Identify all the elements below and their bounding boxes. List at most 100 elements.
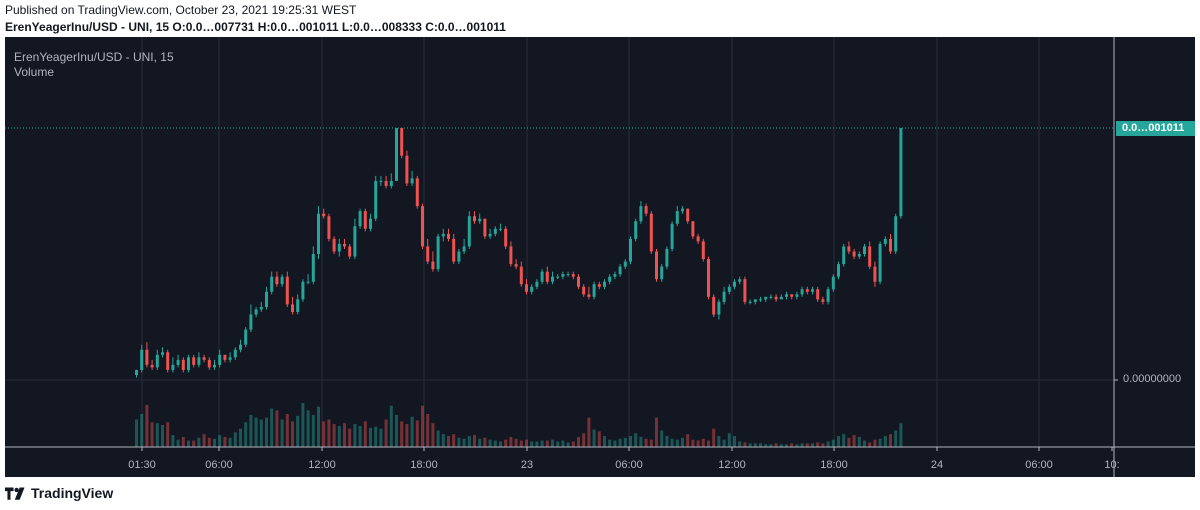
candle-up	[764, 296, 768, 300]
volume-bar	[410, 416, 414, 447]
time-axis-label: 12:00	[718, 459, 746, 471]
candle-up	[259, 306, 263, 310]
candle-up	[675, 211, 679, 224]
volume-bar	[868, 442, 872, 447]
candle-down	[868, 246, 872, 267]
candle-up	[722, 291, 726, 302]
volume-bar	[244, 422, 248, 447]
volume-bar	[805, 443, 809, 447]
candle-down	[545, 271, 549, 282]
candle-up	[857, 254, 861, 257]
candle-down	[805, 289, 809, 292]
candle-down	[644, 206, 648, 214]
volume-bar	[847, 437, 851, 447]
candle-down	[322, 213, 326, 217]
time-axis-label: 23	[521, 459, 533, 471]
candle-up	[197, 357, 201, 365]
volume-bar	[270, 408, 274, 447]
volume-bar	[457, 437, 461, 447]
candle-up	[634, 221, 638, 239]
volume-bar	[759, 443, 762, 447]
volume-bar	[883, 436, 887, 447]
candle-up	[249, 314, 253, 330]
volume-bar	[426, 414, 430, 447]
volume-bar	[265, 417, 268, 447]
volume-bar	[592, 429, 596, 447]
volume-bar	[483, 437, 487, 447]
candle-down	[145, 349, 149, 365]
candle-up	[228, 357, 232, 360]
volume-bar	[197, 437, 201, 447]
volume-bar	[311, 414, 315, 447]
candle-up	[218, 354, 222, 365]
candle-up	[171, 364, 175, 370]
candle-up	[660, 266, 664, 280]
candle-up	[785, 294, 788, 297]
candle-down	[712, 296, 716, 315]
candle-down	[405, 155, 409, 184]
candle-up	[493, 228, 497, 234]
volume-bar	[233, 432, 237, 447]
axes: 01:30 06:00 12:00 18:00 23 06:00 12:00 18:00 24 0…	[5, 37, 1195, 477]
candle-up	[878, 243, 882, 282]
volume-bar	[301, 403, 305, 447]
volume-bar	[644, 438, 648, 447]
volume-bar	[452, 434, 456, 447]
candle-up	[811, 289, 814, 292]
candle-down	[415, 178, 419, 207]
time-axis-label: 06:00	[1025, 459, 1053, 471]
volume-bar	[795, 444, 799, 447]
candle-down	[821, 299, 825, 302]
volume-bar	[525, 439, 528, 447]
candlestick-chart[interactable]: 01:30 06:00 12:00 18:00 23 06:00 12:00 18:00 24 0…	[5, 37, 1195, 477]
candle-up	[135, 369, 138, 375]
volume-bar	[509, 436, 513, 447]
candle-down	[192, 357, 196, 365]
time-axis-label: 12:00	[308, 459, 336, 471]
volume-bar	[291, 421, 294, 447]
candle-up	[894, 216, 898, 252]
price-axis-zero-label: 0.00000000	[1123, 373, 1182, 385]
candle-up	[369, 218, 372, 229]
volume-bar	[389, 405, 393, 447]
volume-bar	[395, 414, 398, 447]
candle-down	[473, 216, 476, 222]
candle-down	[291, 304, 294, 312]
volume-bar	[707, 440, 710, 447]
volume-bar	[785, 444, 788, 447]
candle-up	[670, 223, 674, 249]
tradingview-brand[interactable]: TradingView	[5, 483, 113, 503]
volume-bar	[488, 439, 492, 447]
chart-frame[interactable]: 01:30 06:00 12:00 18:00 23 06:00 12:00 18:00 24 0…	[5, 37, 1195, 477]
volume-bar	[280, 419, 284, 447]
volume-bars	[135, 403, 903, 447]
candle-up	[748, 301, 752, 303]
volume-bar	[218, 435, 222, 447]
candle-up	[265, 291, 268, 307]
candle-down	[696, 236, 700, 242]
volume-bar	[670, 438, 674, 447]
volume-bar	[499, 441, 502, 447]
volume-bar	[831, 439, 835, 447]
candle-up	[769, 296, 773, 298]
candle-up	[155, 354, 159, 368]
volume-bar	[223, 436, 227, 447]
volume-bar	[135, 419, 138, 447]
candle-down	[587, 294, 591, 297]
volume-bar	[556, 441, 560, 447]
volume-bar	[899, 423, 903, 447]
candle-up	[389, 180, 393, 186]
volume-bar	[873, 439, 877, 447]
candle-down	[447, 233, 450, 239]
candle-up	[530, 286, 534, 292]
volume-bar	[691, 439, 695, 447]
candle-down	[691, 221, 695, 237]
volume-bar	[733, 436, 736, 447]
candle-up	[556, 276, 560, 278]
candle-down	[707, 259, 710, 297]
candle-up	[753, 299, 757, 302]
volume-bar	[504, 439, 508, 447]
volume-bar	[213, 438, 216, 447]
volume-bar	[852, 435, 856, 447]
volume-bar	[441, 434, 445, 447]
